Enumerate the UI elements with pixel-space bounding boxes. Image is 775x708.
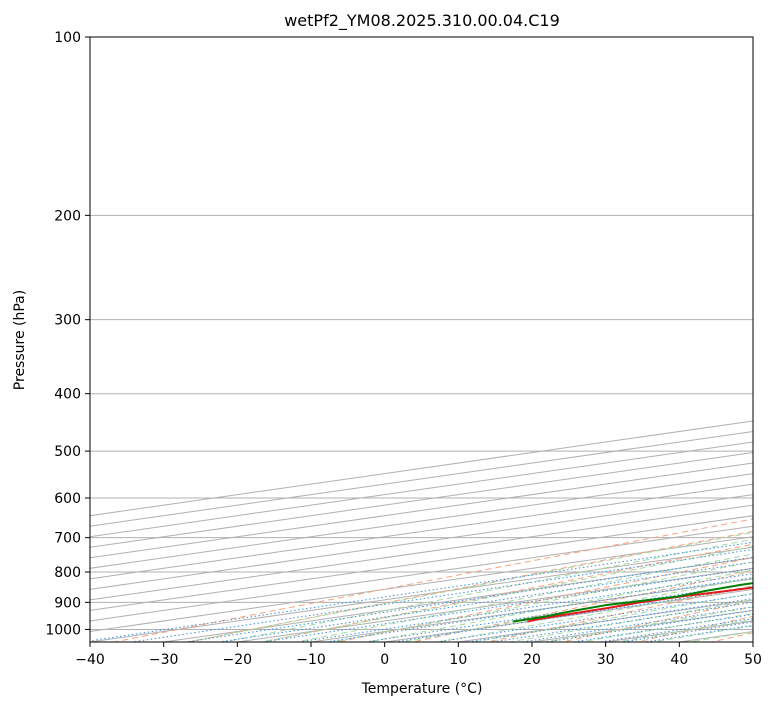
y-tick-label: 200 — [54, 208, 81, 224]
dry-adiabat — [335, 557, 753, 642]
y-tick-label: 100 — [54, 30, 81, 46]
moist-adiabat — [184, 531, 753, 642]
isotherm-line — [90, 430, 753, 527]
isotherm-line — [90, 525, 753, 622]
isotherm-line — [90, 546, 753, 642]
y-axis: 100 200 300 400 500 600 700 800 900 1000 — [45, 30, 90, 638]
mixing-ratio-line — [322, 577, 753, 642]
x-tick-label: 0 — [380, 652, 389, 668]
x-tick-label: 50 — [744, 652, 762, 668]
chart-title: wetPf2_YM08.2025.310.00.04.C19 — [284, 11, 560, 31]
x-tick-label: −10 — [296, 652, 326, 668]
x-tick-label: 30 — [597, 652, 615, 668]
isotherm-line — [307, 578, 753, 642]
isotherm-line — [90, 536, 753, 632]
isotherm-line — [90, 473, 753, 569]
isotherm-line — [90, 441, 753, 538]
dry-adiabat — [485, 585, 753, 642]
x-tick-label: 40 — [670, 652, 688, 668]
x-axis-label: Temperature (°C) — [361, 681, 483, 697]
y-tick-label: 700 — [54, 531, 81, 547]
moist-adiabat — [470, 592, 753, 642]
x-axis: −40 −30 −20 −10 0 10 20 30 40 50 — [75, 642, 762, 668]
isotherm-line — [743, 24, 775, 654]
moist-adiabat — [221, 538, 753, 642]
dry-adiabat — [410, 570, 753, 642]
x-tick-label: −40 — [75, 652, 105, 668]
x-tick-label: 10 — [449, 652, 467, 668]
mixing-ratio-line — [215, 561, 753, 642]
mixing-ratio-line — [361, 582, 753, 642]
isotherm-line — [90, 452, 753, 548]
mixing-ratio-line — [259, 567, 753, 642]
x-tick-label: −20 — [223, 652, 253, 668]
isotherm-line — [233, 567, 753, 642]
isotherm-line — [90, 515, 753, 611]
moist-adiabat — [400, 577, 753, 642]
x-tick-label: −30 — [149, 652, 179, 668]
isotherm-line — [90, 504, 753, 601]
y-tick-label: 400 — [54, 387, 81, 403]
isotherm-line — [90, 420, 753, 517]
mixing-ratio-line — [619, 621, 753, 642]
y-tick-label: 500 — [54, 444, 81, 460]
plot-frame — [89, 36, 754, 643]
moist-adiabat — [649, 625, 753, 642]
isotherm-line — [90, 462, 753, 559]
moist-adiabat — [435, 585, 753, 642]
moist-adiabat — [541, 606, 753, 642]
mixing-ratio-line — [90, 541, 753, 642]
y-tick-label: 1000 — [45, 622, 81, 638]
y-tick-label: 600 — [54, 491, 81, 507]
mixing-ratio-line — [390, 587, 753, 642]
background-lines — [90, 24, 775, 654]
isotherm-line — [90, 483, 753, 580]
y-tick-label: 900 — [54, 595, 81, 611]
moist-adiabat — [506, 599, 753, 642]
mixing-ratio-line — [641, 624, 753, 642]
moist-adiabat — [257, 545, 753, 642]
moist-adiabat — [364, 569, 753, 642]
y-tick-label: 300 — [54, 313, 81, 329]
x-tick-label: 20 — [523, 652, 541, 668]
isotherm-line — [454, 599, 753, 642]
dry-adiabat — [111, 518, 753, 642]
dry-adiabat — [261, 543, 753, 642]
mixing-ratio-line — [295, 573, 753, 642]
y-axis-label: Pressure (hPa) — [12, 290, 28, 390]
mixing-ratio-line — [596, 617, 753, 642]
moist-adiabat — [329, 561, 753, 642]
isotherm-line — [90, 494, 753, 590]
y-tick-label: 800 — [54, 565, 81, 581]
moist-adiabat — [293, 553, 753, 642]
